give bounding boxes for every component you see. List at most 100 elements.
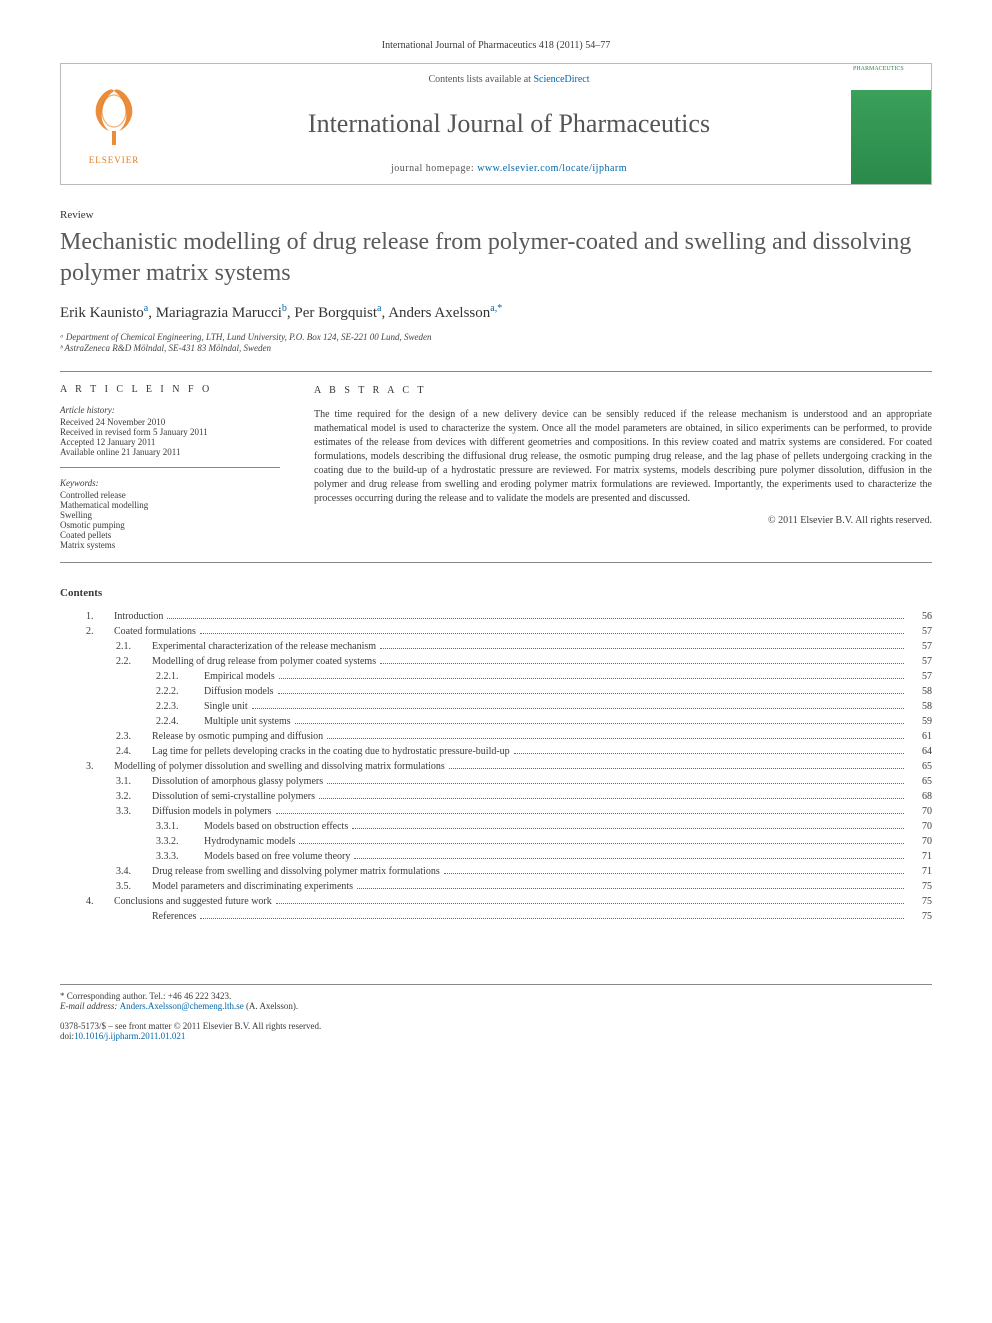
history-label: Article history: — [60, 405, 280, 415]
toc-title: Release by osmotic pumping and diffusion — [144, 729, 323, 744]
toc-number: 3.3.1. — [156, 819, 196, 834]
toc-title: Drug release from swelling and dissolvin… — [144, 864, 440, 879]
toc-row: 2. Coated formulations 57 — [60, 624, 932, 639]
email-label: E-mail address: — [60, 1001, 120, 1011]
sciencedirect-line: Contents lists available at ScienceDirec… — [428, 74, 589, 85]
toc-title: Modelling of drug release from polymer c… — [144, 654, 376, 669]
toc-dots — [200, 633, 904, 634]
doi-link[interactable]: 10.1016/j.ijpharm.2011.01.021 — [74, 1031, 185, 1041]
email-line: E-mail address: Anders.Axelsson@chemeng.… — [60, 1001, 932, 1011]
authors: Erik Kaunistoa, Mariagrazia Maruccib, Pe… — [60, 303, 932, 322]
homepage-link[interactable]: www.elsevier.com/locate/ijpharm — [477, 163, 627, 174]
toc-title: Coated formulations — [106, 624, 196, 639]
cover-thumbnail: PHARMACEUTICS — [851, 64, 931, 184]
journal-header-box: ELSEVIER Contents lists available at Sci… — [60, 63, 932, 185]
toc-page: 57 — [908, 624, 932, 639]
history-item: Accepted 12 January 2011 — [60, 437, 280, 447]
author: Mariagrazia Maruccib — [156, 305, 287, 321]
toc-row: 3.3. Diffusion models in polymers 70 — [60, 804, 932, 819]
toc-number: 2.2. — [116, 654, 144, 669]
toc-page: 65 — [908, 774, 932, 789]
journal-name: International Journal of Pharmaceutics — [308, 109, 710, 139]
keyword: Coated pellets — [60, 530, 280, 540]
copyright: © 2011 Elsevier B.V. All rights reserved… — [314, 514, 932, 528]
toc-title: Hydrodynamic models — [196, 834, 295, 849]
toc-dots — [449, 768, 904, 769]
cover-top-label: PHARMACEUTICS — [851, 64, 931, 90]
article-info: A R T I C L E I N F O Article history: R… — [60, 372, 296, 562]
toc-title: Dissolution of semi-crystalline polymers — [144, 789, 315, 804]
toc-row: 2.3. Release by osmotic pumping and diff… — [60, 729, 932, 744]
toc-page: 57 — [908, 654, 932, 669]
toc-title: References — [144, 909, 196, 924]
toc-row: 2.2.2. Diffusion models 58 — [60, 684, 932, 699]
toc-page: 57 — [908, 639, 932, 654]
toc-title: Dissolution of amorphous glassy polymers — [144, 774, 323, 789]
toc-number: 3.3.3. — [156, 849, 196, 864]
toc-dots — [444, 873, 904, 874]
toc-row: 3.1. Dissolution of amorphous glassy pol… — [60, 774, 932, 789]
email-suffix: (A. Axelsson). — [244, 1001, 299, 1011]
toc-title: Diffusion models — [196, 684, 274, 699]
toc-number: 3.2. — [116, 789, 144, 804]
history-item: Received 24 November 2010 — [60, 417, 280, 427]
affiliations: ᵃ Department of Chemical Engineering, LT… — [60, 332, 932, 353]
author: Per Borgquista — [294, 305, 381, 321]
toc-number: 2.3. — [116, 729, 144, 744]
doi-block: 0378-5173/$ – see front matter © 2011 El… — [60, 1021, 932, 1041]
toc-row: 3.2. Dissolution of semi-crystalline pol… — [60, 789, 932, 804]
info-heading: A R T I C L E I N F O — [60, 384, 280, 395]
toc-page: 70 — [908, 819, 932, 834]
corresponding-author: * Corresponding author. Tel.: +46 46 222… — [60, 991, 932, 1001]
review-label: Review — [60, 209, 932, 221]
footer: * Corresponding author. Tel.: +46 46 222… — [60, 984, 932, 1041]
toc-title: Models based on obstruction effects — [196, 819, 348, 834]
keyword: Controlled release — [60, 490, 280, 500]
keyword: Swelling — [60, 510, 280, 520]
author: Anders Axelssona,* — [388, 305, 502, 321]
toc-title: Introduction — [106, 609, 163, 624]
keyword: Matrix systems — [60, 540, 280, 550]
toc-row: 3.4. Drug release from swelling and diss… — [60, 864, 932, 879]
issn-line: 0378-5173/$ – see front matter © 2011 El… — [60, 1021, 932, 1031]
toc-dots — [200, 918, 904, 919]
toc-dots — [279, 678, 904, 679]
header-center: Contents lists available at ScienceDirec… — [167, 64, 851, 184]
toc-dots — [276, 813, 904, 814]
toc-dots — [380, 648, 904, 649]
toc-number: 2.2.2. — [156, 684, 196, 699]
toc-dots — [295, 723, 904, 724]
toc-dots — [514, 753, 904, 754]
toc-page: 58 — [908, 699, 932, 714]
toc-number: 2.1. — [116, 639, 144, 654]
toc-number: 1. — [86, 609, 106, 624]
toc-title: Conclusions and suggested future work — [106, 894, 272, 909]
toc-number: 3.4. — [116, 864, 144, 879]
sciencedirect-link[interactable]: ScienceDirect — [533, 74, 589, 85]
toc-dots — [357, 888, 904, 889]
contents-prefix: Contents lists available at — [428, 74, 533, 85]
elsevier-logo: ELSEVIER — [61, 64, 167, 184]
elsevier-label: ELSEVIER — [89, 155, 140, 165]
keyword: Osmotic pumping — [60, 520, 280, 530]
toc-page: 59 — [908, 714, 932, 729]
article-title: Mechanistic modelling of drug release fr… — [60, 227, 932, 289]
toc-dots — [252, 708, 904, 709]
homepage-line: journal homepage: www.elsevier.com/locat… — [391, 163, 627, 174]
toc-number: 2.2.3. — [156, 699, 196, 714]
toc-title: Diffusion models in polymers — [144, 804, 272, 819]
toc-page: 70 — [908, 834, 932, 849]
history-item: Received in revised form 5 January 2011 — [60, 427, 280, 437]
toc-page: 58 — [908, 684, 932, 699]
toc-page: 61 — [908, 729, 932, 744]
toc-title: Lag time for pellets developing cracks i… — [144, 744, 510, 759]
keywords-list: Controlled releaseMathematical modelling… — [60, 490, 280, 550]
toc-row: 3. Modelling of polymer dissolution and … — [60, 759, 932, 774]
toc-dots — [327, 738, 904, 739]
toc-row: 3.3.2. Hydrodynamic models 70 — [60, 834, 932, 849]
author: Erik Kaunistoa — [60, 305, 148, 321]
abstract: A B S T R A C T The time required for th… — [296, 372, 932, 562]
toc-dots — [327, 783, 904, 784]
toc-row: 3.5. Model parameters and discriminating… — [60, 879, 932, 894]
email-link[interactable]: Anders.Axelsson@chemeng.lth.se — [120, 1001, 244, 1011]
